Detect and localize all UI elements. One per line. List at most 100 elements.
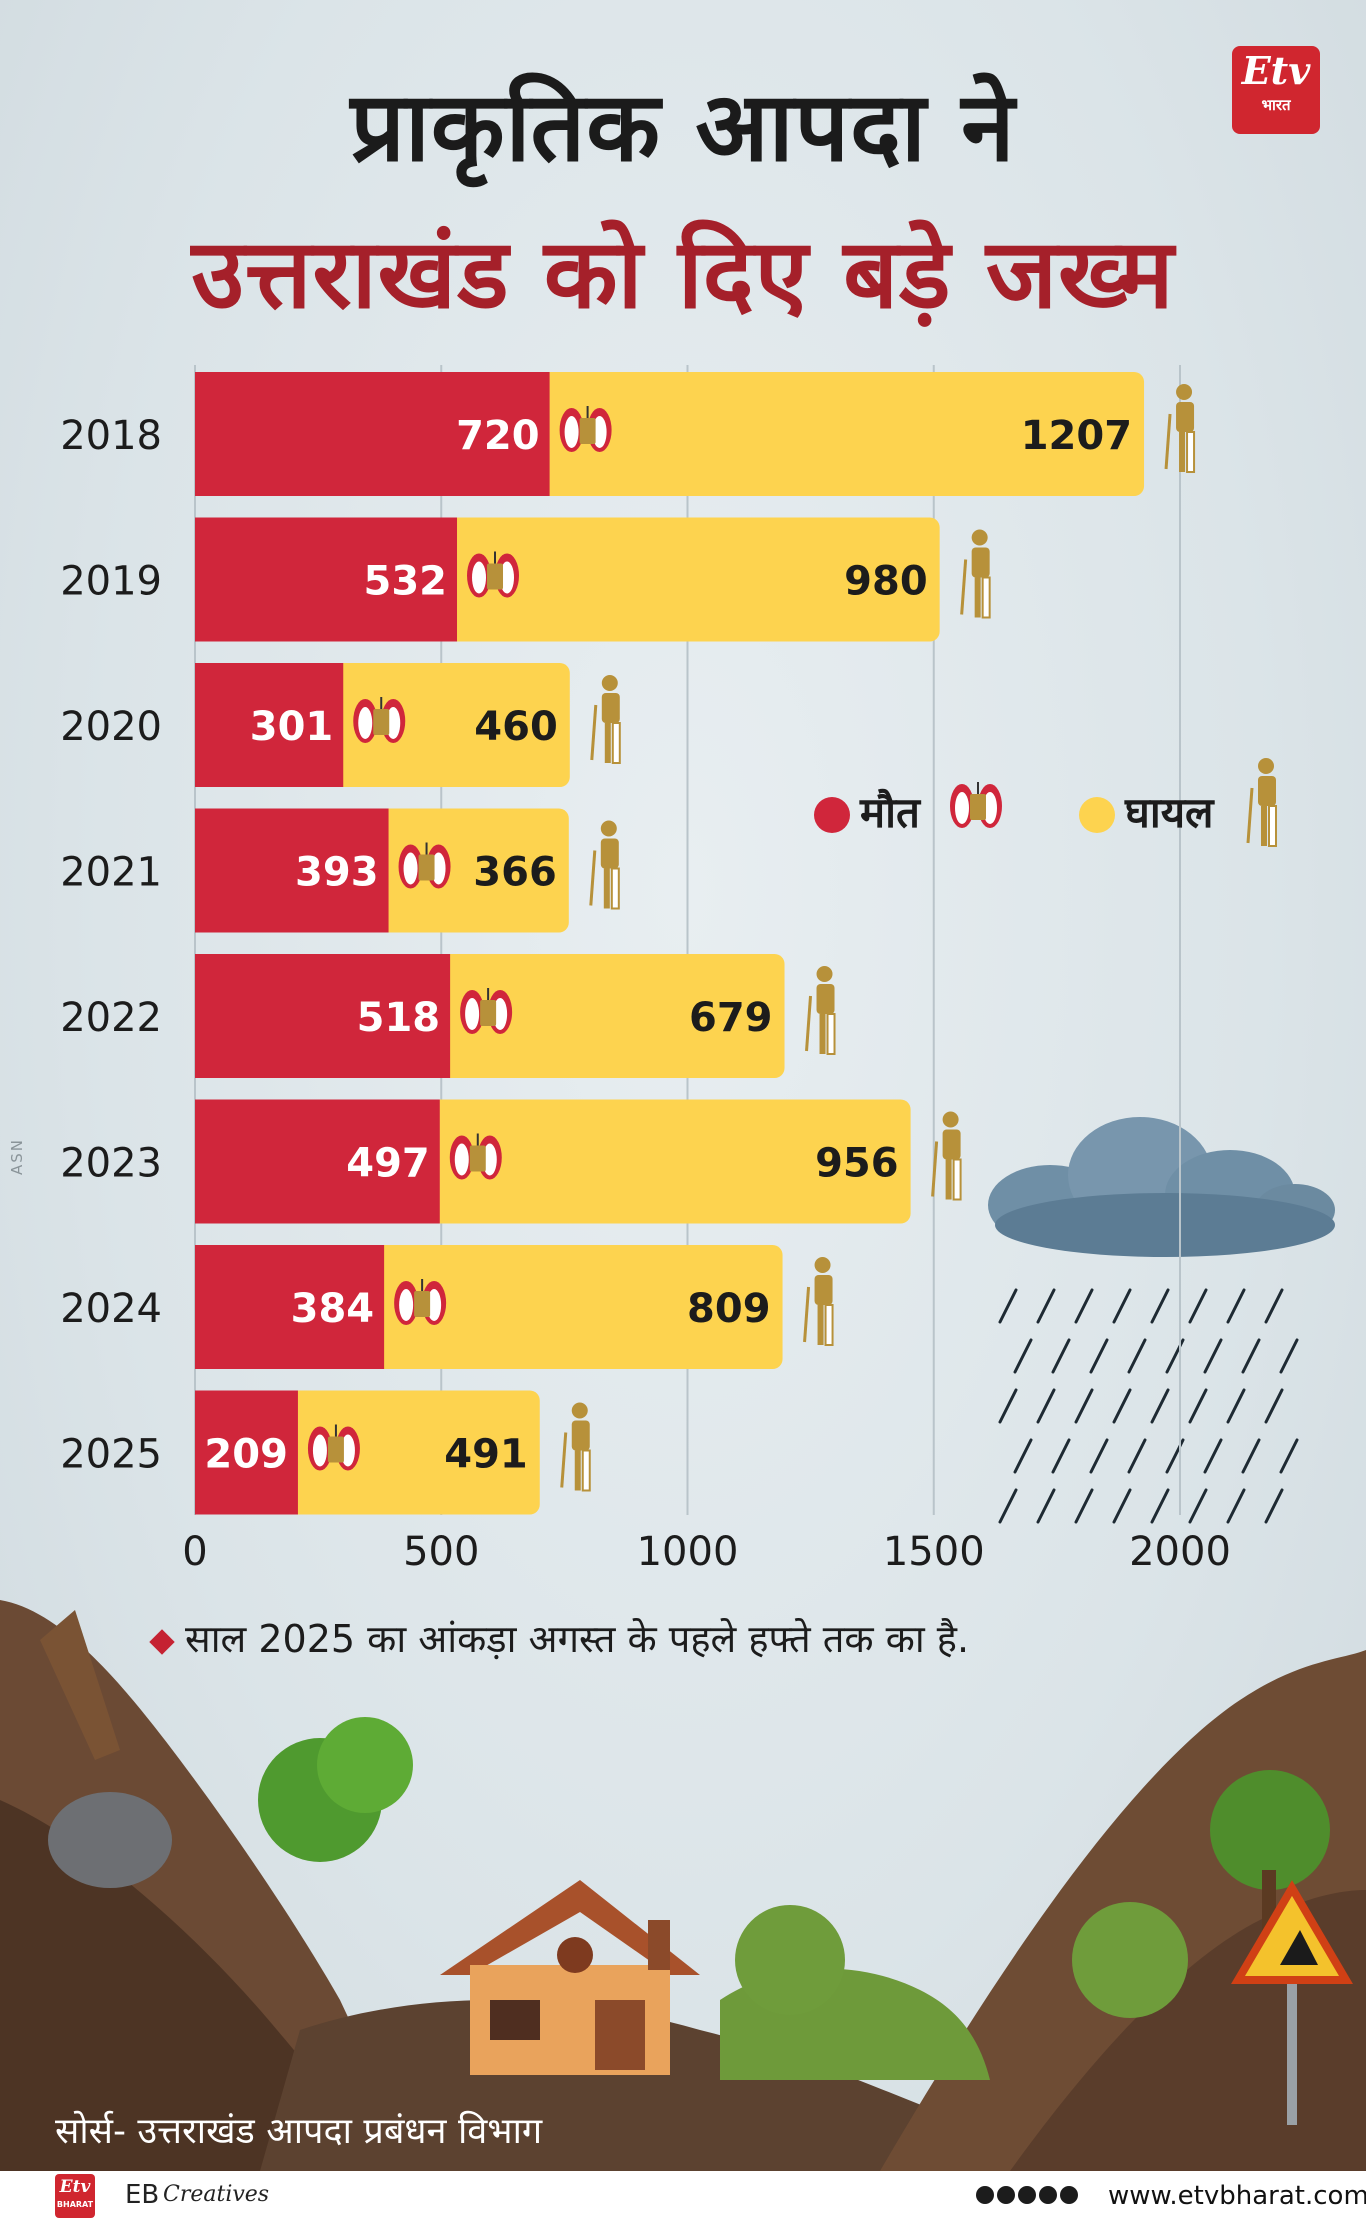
y-axis-labels: 2018 2019 2020 2021 2022 2023 2024 2025 xyxy=(60,413,162,1478)
bars-group: 720 1207 532 980 301 460 393 366 518 679 497 956 384… xyxy=(195,372,1196,1515)
deaths-value-label: 301 xyxy=(250,704,334,750)
diamond-bullet-icon xyxy=(149,1628,175,1655)
deaths-bar xyxy=(195,954,451,1078)
injured-person-icon xyxy=(803,1257,834,1346)
year-label: 2018 xyxy=(60,413,162,459)
footprints-tag-icon xyxy=(559,406,612,452)
footnote: साल 2025 का आंकड़ा अगस्त के पहले हफ्ते त… xyxy=(145,1612,969,1664)
injured-value-label: 1207 xyxy=(1021,413,1132,459)
year-label: 2020 xyxy=(60,704,162,750)
boulder xyxy=(48,1792,172,1888)
deaths-bar xyxy=(195,517,458,642)
tree-mid-canopy xyxy=(735,1905,845,2015)
bar-row: 384 809 xyxy=(195,1245,834,1369)
injured-value-label: 491 xyxy=(444,1432,528,1478)
injured-person-icon xyxy=(589,820,620,910)
deaths-bar xyxy=(195,808,389,933)
rain-cloud-illustration xyxy=(988,1117,1335,1524)
deaths-bar xyxy=(195,372,550,496)
injured-value-label: 980 xyxy=(844,559,928,605)
bar-row: 518 679 xyxy=(195,954,836,1078)
broken-trunk xyxy=(40,1610,120,1760)
injured-person-icon xyxy=(560,1402,591,1492)
website-link[interactable]: www.etvbharat.com xyxy=(1108,2181,1366,2211)
instagram-icon[interactable] xyxy=(1018,2186,1036,2204)
x-tick-label: 0 xyxy=(182,1529,207,1575)
deaths-bar xyxy=(195,1245,385,1369)
youtube-icon[interactable] xyxy=(1039,2186,1057,2204)
deaths-value-label: 720 xyxy=(456,413,540,459)
year-label: 2023 xyxy=(60,1141,162,1187)
injured-person-icon xyxy=(960,529,991,619)
x-tick-label: 1000 xyxy=(637,1529,739,1575)
bar-row: 209 491 xyxy=(195,1390,591,1515)
x-tick-label: 500 xyxy=(403,1529,479,1575)
footprints-tag-icon xyxy=(307,1424,360,1471)
landscape-illustration xyxy=(0,1600,1366,2171)
side-code: ASN xyxy=(8,1137,26,1175)
brand-eb: EB xyxy=(125,2180,160,2210)
title-line-2: उत्तराखंड को दिए बड़े जख्म xyxy=(191,218,1175,330)
deaths-value-label: 393 xyxy=(295,850,379,896)
injured-person-icon xyxy=(931,1111,962,1201)
footer-logo: Etv BHARAT xyxy=(55,2174,95,2218)
footprints-tag-icon xyxy=(353,697,406,743)
bar-row: 301 460 xyxy=(195,663,621,787)
brand-creatives: Creatives xyxy=(163,2182,270,2207)
injured-value-label: 460 xyxy=(474,704,558,750)
left-hill-front xyxy=(0,1800,380,2171)
deaths-value-label: 209 xyxy=(204,1432,288,1478)
center-ground xyxy=(260,2000,980,2171)
bar-row: 532 980 xyxy=(195,517,991,642)
social-icons xyxy=(976,2186,1081,2208)
x-tick-label: 1500 xyxy=(883,1529,985,1575)
legend-deaths-swatch xyxy=(814,797,850,833)
x-tick-label: 2000 xyxy=(1129,1529,1231,1575)
year-label: 2025 xyxy=(60,1432,162,1478)
deaths-value-label: 518 xyxy=(357,995,441,1041)
footprints-tag-icon xyxy=(467,551,520,598)
footprints-tag-icon xyxy=(449,1133,502,1180)
whatsapp-icon[interactable] xyxy=(1060,2186,1078,2204)
deaths-value-label: 384 xyxy=(291,1286,375,1332)
legend-deaths-label: मौत xyxy=(859,788,922,837)
deaths-bar xyxy=(195,1099,440,1224)
source-text: सोर्स- उत्तराखंड आपदा प्रबंधन विभाग xyxy=(55,2111,543,2152)
footer-bar: Etv BHARAT EB Creatives www.etvbharat.com xyxy=(0,2171,1366,2221)
tree-left-canopy-2 xyxy=(317,1717,413,1813)
bar-row: 497 956 xyxy=(195,1099,962,1224)
year-label: 2024 xyxy=(60,1286,162,1332)
facebook-icon[interactable] xyxy=(976,2186,994,2204)
injured-value-label: 956 xyxy=(815,1141,899,1187)
footprints-tag-icon xyxy=(398,842,451,889)
deaths-bar xyxy=(195,1390,298,1515)
injured-person-icon xyxy=(1164,384,1196,473)
footprints-tag-icon xyxy=(460,988,513,1034)
year-label: 2022 xyxy=(60,995,162,1041)
x-axis-ticks: 0 500 1000 1500 2000 xyxy=(182,1529,1231,1575)
legend-footprints-icon xyxy=(950,782,1002,828)
legend-injured-swatch xyxy=(1079,797,1115,833)
footprints-tag-icon xyxy=(394,1279,447,1325)
year-label: 2019 xyxy=(60,559,162,605)
injured-value-label: 679 xyxy=(689,995,773,1041)
x-icon[interactable] xyxy=(997,2186,1015,2204)
deaths-bar xyxy=(195,663,344,787)
footnote-text: साल 2025 का आंकड़ा अगस्त के पहले हफ्ते त… xyxy=(185,1617,970,1661)
house-illustration xyxy=(440,1880,700,2075)
bar-row: 393 366 xyxy=(195,808,620,933)
year-label: 2021 xyxy=(60,850,162,896)
title-line-1: प्राकृतिक आपदा ने xyxy=(350,71,1016,183)
warning-sign xyxy=(1231,1880,1353,2125)
bar-row: 720 1207 xyxy=(195,372,1196,496)
footer-logo-sub: BHARAT xyxy=(56,2200,94,2209)
injured-value-label: 809 xyxy=(687,1286,771,1332)
legend-injured-label: घायल xyxy=(1124,788,1215,837)
footer-logo-text: Etv xyxy=(59,2177,91,2197)
logo-text: Etv xyxy=(1241,48,1311,93)
tree-right-canopy-2 xyxy=(1072,1902,1188,2018)
logo-sub: भारत xyxy=(1261,96,1291,114)
legend-injured-person-icon xyxy=(1246,758,1277,847)
